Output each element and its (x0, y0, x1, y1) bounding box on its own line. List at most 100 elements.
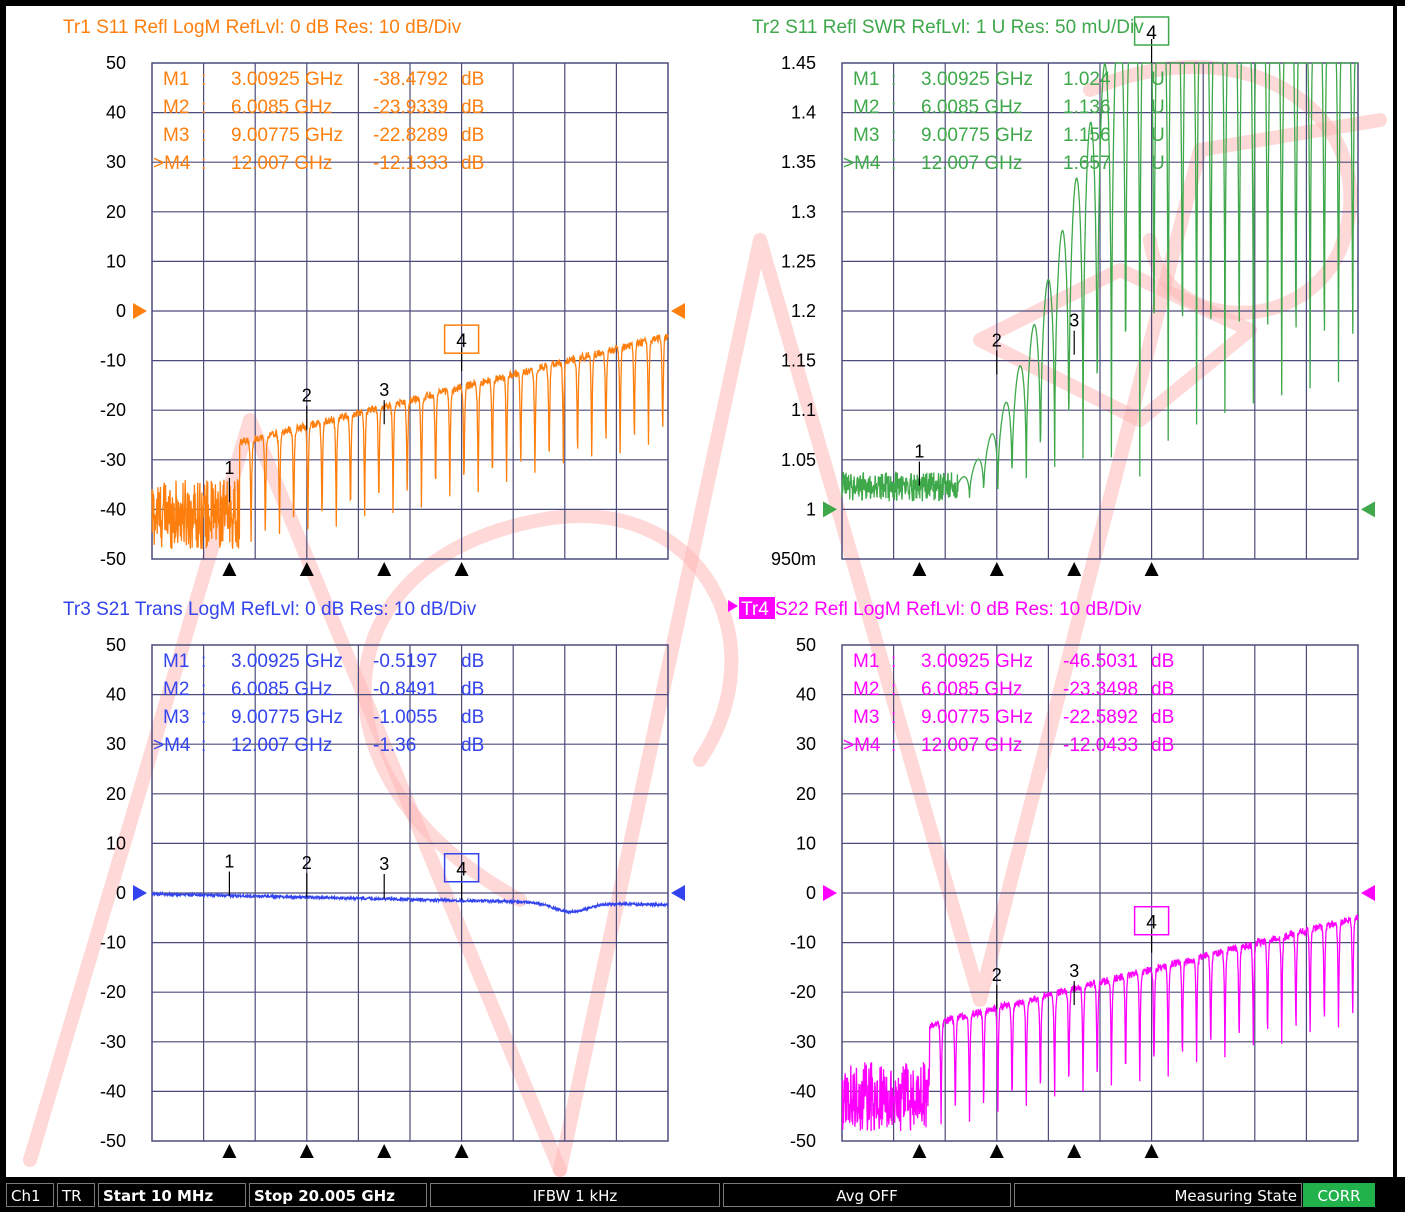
channel-button[interactable]: Ch1 (6, 1183, 54, 1207)
trace-title-label: Tr4 (741, 599, 769, 620)
marker-readout-separator: : (891, 153, 896, 174)
y-tick-label: 0 (116, 883, 126, 903)
active-marker-box[interactable] (443, 324, 480, 354)
marker-readout-unit: dB (461, 679, 484, 700)
marker-stimulus-icon[interactable] (1067, 1144, 1082, 1158)
marker-readout-label: M2 (163, 679, 189, 700)
marker-stimulus-icon[interactable] (377, 562, 392, 576)
reference-level-left-arrow-icon[interactable] (823, 885, 837, 901)
marker-stimulus-icon[interactable] (377, 1144, 392, 1158)
marker-flag-label: 4 (456, 331, 467, 352)
trace-title: Tr1 S11 Refl LogM RefLvl: 0 dB Res: 10 d… (63, 17, 462, 38)
marker-readout-label: >M4 (153, 153, 191, 174)
trace-line-tr1 (151, 334, 669, 550)
marker-stimulus-icon[interactable] (222, 562, 237, 576)
y-tick-label: 1.4 (791, 103, 816, 123)
marker-readout-value: -23.9339 (373, 97, 448, 118)
stop-frequency[interactable]: Stop 20.005 GHz (249, 1183, 427, 1207)
averaging-setting[interactable]: Avg OFF (723, 1183, 1011, 1207)
trace-panel-tr2[interactable]: Tr2 S11 Refl SWR RefLvl: 1 U Res: 50 mU/… (752, 16, 1375, 576)
marker-stimulus-icon[interactable] (454, 562, 469, 576)
y-tick-label: 30 (106, 734, 126, 754)
y-tick-label: 50 (796, 635, 816, 655)
marker-readout-label: >M4 (843, 153, 881, 174)
active-marker-box[interactable] (443, 852, 480, 883)
watermark-stroke (973, 263, 1257, 427)
marker-readout-frequency: 3.00925 GHz (921, 651, 1033, 672)
marker-readout-frequency: 6.0085 GHz (231, 97, 332, 118)
marker-readout-unit: dB (461, 125, 484, 146)
reference-level-right-arrow-icon[interactable] (671, 303, 685, 319)
marker-readout-label: M2 (853, 97, 879, 118)
top-border (0, 0, 1405, 6)
marker-stimulus-icon[interactable] (1144, 562, 1159, 576)
y-tick-label: -10 (100, 933, 126, 953)
marker-readout-separator: : (891, 735, 896, 756)
trace-panel-tr1[interactable]: Tr1 S11 Refl LogM RefLvl: 0 dB Res: 10 d… (63, 17, 685, 576)
marker-readout-separator: : (201, 69, 206, 90)
trace-mode-indicator[interactable]: TR (57, 1183, 95, 1207)
marker-readout-frequency: 6.0085 GHz (921, 97, 1022, 118)
start-frequency[interactable]: Start 10 MHz (98, 1183, 246, 1207)
active-trace-badge[interactable] (739, 597, 775, 619)
marker-readout-separator: : (201, 97, 206, 118)
marker-readout-value: -0.5197 (373, 651, 437, 672)
marker-readout-value: -1.0055 (373, 707, 437, 728)
marker-flag-label: 1 (224, 458, 234, 478)
marker-stimulus-icon[interactable] (222, 1144, 237, 1158)
marker-readout-label: >M4 (843, 735, 881, 756)
marker-stimulus-icon[interactable] (299, 1144, 314, 1158)
marker-stimulus-icon[interactable] (912, 1144, 927, 1158)
trace-panel-tr4[interactable]: Tr4 S22 Refl LogM RefLvl: 0 dB Res: 10 d… (728, 597, 1375, 1158)
marker-stimulus-icon[interactable] (1067, 562, 1082, 576)
marker-readout-label: M3 (853, 707, 879, 728)
trace-title: S22 Refl LogM RefLvl: 0 dB Res: 10 dB/Di… (775, 599, 1142, 620)
marker-stimulus-icon[interactable] (989, 562, 1004, 576)
y-tick-label: 20 (796, 784, 816, 804)
trace-panel-tr3[interactable]: Tr3 S21 Trans LogM RefLvl: 0 dB Res: 10 … (63, 599, 685, 1158)
marker-stimulus-icon[interactable] (1144, 1144, 1159, 1158)
y-tick-label: -30 (100, 1032, 126, 1052)
y-tick-label: 0 (116, 301, 126, 321)
marker-readout-separator: : (201, 153, 206, 174)
watermark-stroke (553, 113, 1387, 1177)
marker-readout-label: M2 (163, 97, 189, 118)
status-bar: Ch1 TR Start 10 MHz Stop 20.005 GHz IFBW… (0, 1177, 1405, 1212)
reference-level-right-arrow-icon[interactable] (1361, 885, 1375, 901)
marker-stimulus-icon[interactable] (299, 562, 314, 576)
active-marker-box[interactable] (1133, 16, 1170, 46)
y-tick-label: -30 (100, 450, 126, 470)
y-tick-label: 40 (796, 685, 816, 705)
reference-level-left-arrow-icon[interactable] (133, 303, 147, 319)
y-tick-label: -50 (790, 1131, 816, 1151)
marker-stimulus-icon[interactable] (989, 1144, 1004, 1158)
y-tick-label: -10 (100, 351, 126, 371)
marker-stimulus-icon[interactable] (454, 1144, 469, 1158)
reference-level-right-arrow-icon[interactable] (671, 885, 685, 901)
y-tick-label: 40 (106, 103, 126, 123)
y-tick-label: -50 (100, 549, 126, 569)
left-border (0, 0, 6, 1177)
y-tick-label: 50 (106, 635, 126, 655)
ifbw-setting[interactable]: IFBW 1 kHz (430, 1183, 720, 1207)
marker-readout-unit: dB (1151, 707, 1174, 728)
marker-readout-value: 1.657 (1063, 153, 1111, 174)
marker-readout-separator: : (891, 707, 896, 728)
correction-badge[interactable]: CORR (1303, 1183, 1375, 1207)
marker-flag-label: 2 (302, 853, 312, 873)
marker-readout-label: M1 (163, 651, 189, 672)
marker-readout-frequency: 3.00925 GHz (231, 651, 343, 672)
marker-flag-label: 3 (379, 854, 389, 874)
y-tick-label: 1 (806, 499, 816, 519)
marker-readout-unit: dB (1151, 651, 1174, 672)
marker-stimulus-icon[interactable] (912, 562, 927, 576)
active-marker-box[interactable] (1133, 905, 1170, 936)
y-tick-label: 20 (106, 784, 126, 804)
y-tick-label: 0 (806, 883, 816, 903)
reference-level-right-arrow-icon[interactable] (1361, 501, 1375, 518)
reference-level-left-arrow-icon[interactable] (823, 501, 837, 518)
y-tick-label: 20 (106, 202, 126, 222)
reference-level-left-arrow-icon[interactable] (133, 885, 147, 901)
marker-flag-label: 3 (1069, 961, 1079, 981)
y-tick-label: -40 (100, 1081, 126, 1101)
